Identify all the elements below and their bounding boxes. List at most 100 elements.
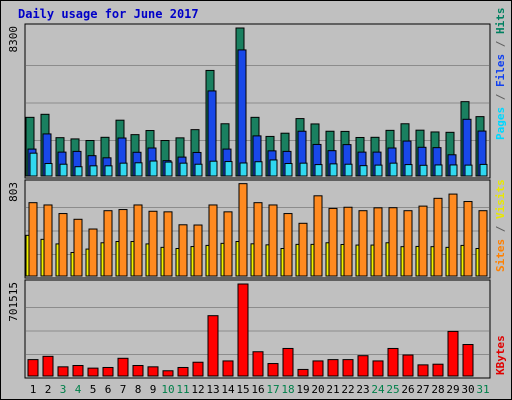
sites-bar <box>463 201 473 277</box>
kbytes-bar <box>432 363 444 377</box>
day-label: 6 <box>105 383 112 396</box>
sites-bar <box>193 224 203 277</box>
day-label: 7 <box>120 383 127 396</box>
y-axis-max-label: 8300 <box>7 26 20 53</box>
sites-bar <box>28 202 38 277</box>
pages-bar <box>269 159 278 177</box>
day-label: 12 <box>191 383 204 396</box>
sites-bar <box>283 213 293 277</box>
chart-title: Daily usage for June 2017 <box>18 7 199 21</box>
kbytes-bar <box>237 283 249 377</box>
kbytes-bar <box>417 364 429 377</box>
legend-entry: Sites <box>494 239 507 272</box>
kbytes-bar <box>447 330 459 377</box>
pages-bar <box>344 163 353 177</box>
day-label: 10 <box>161 383 174 396</box>
pages-bar <box>179 162 188 177</box>
kbytes-bar <box>147 366 159 377</box>
pages-bar <box>239 162 248 177</box>
pages-bar <box>209 160 218 177</box>
sites-bar <box>343 206 353 277</box>
pages-bar <box>254 161 263 177</box>
legend-entry: Pages <box>494 107 507 140</box>
pages-bar <box>479 163 488 177</box>
pages-bar <box>449 164 458 177</box>
day-label: 16 <box>251 383 264 396</box>
sites-bar <box>73 218 83 277</box>
kbytes-bar <box>282 347 294 377</box>
pages-bar <box>149 160 158 177</box>
legend-entry: / <box>494 34 507 54</box>
legend-entry: Files <box>494 54 507 87</box>
sites-bar <box>58 213 68 277</box>
kbytes-bar <box>267 363 279 377</box>
pages-bar <box>29 152 38 177</box>
kbytes-bar <box>132 365 144 377</box>
sites-bar <box>238 183 248 277</box>
pages-bar <box>44 163 53 177</box>
day-label: 17 <box>266 383 279 396</box>
pages-bar <box>374 164 383 177</box>
pages-bar <box>419 164 428 177</box>
day-label: 26 <box>401 383 414 396</box>
kbytes-bar <box>72 365 84 377</box>
sites-bar <box>328 207 338 277</box>
day-label: 23 <box>356 383 369 396</box>
kbytes-bar <box>372 360 384 377</box>
kbytes-bar <box>27 359 39 377</box>
day-label: 8 <box>135 383 142 396</box>
sites-bar <box>418 205 428 277</box>
legend-entry: Hits <box>494 8 507 35</box>
kbytes-bar <box>207 315 219 377</box>
sites-bar <box>268 204 278 277</box>
day-label: 9 <box>150 383 157 396</box>
day-label: 25 <box>386 383 399 396</box>
sites-bar <box>448 193 458 277</box>
pages-bar <box>284 163 293 177</box>
day-label: 19 <box>296 383 309 396</box>
pages-bar <box>389 162 398 177</box>
day-label: 14 <box>221 383 235 396</box>
kbytes-bar <box>387 347 399 377</box>
sites-bar <box>433 197 443 277</box>
kbytes-bar <box>162 370 174 377</box>
sites-bar <box>43 204 53 277</box>
day-label: 5 <box>90 383 97 396</box>
kbytes-bar <box>87 367 99 377</box>
kbytes-bar <box>117 357 129 377</box>
sites-bar <box>163 211 173 277</box>
legend-entry: Visits <box>494 179 507 219</box>
sites-bar <box>298 222 308 277</box>
kbytes-bar <box>177 366 189 377</box>
sites-bar <box>223 211 233 277</box>
legend-entry: / <box>494 87 507 107</box>
sites-bar <box>373 207 383 277</box>
pages-bar <box>314 164 323 177</box>
pages-bar <box>119 162 128 177</box>
sites-bar <box>313 195 323 277</box>
legend-entry: / <box>494 219 507 239</box>
kbytes-bar <box>402 354 414 377</box>
day-label: 21 <box>326 383 339 396</box>
pages-bar <box>74 166 83 177</box>
day-label: 4 <box>75 383 82 396</box>
y-axis-max-label: 803 <box>7 182 20 202</box>
kbytes-bar <box>357 355 369 377</box>
legend-top: Pages / Files / Hits <box>494 8 507 141</box>
pages-bar <box>359 165 368 177</box>
kbytes-bar <box>42 355 54 377</box>
sites-bar <box>478 210 488 277</box>
sites-bar <box>253 202 263 277</box>
kbytes-bar <box>222 360 234 377</box>
sites-bar <box>133 204 143 277</box>
day-label: 30 <box>461 383 474 396</box>
pages-bar <box>404 164 413 177</box>
day-label: 20 <box>311 383 324 396</box>
pages-bar <box>134 162 143 177</box>
pages-bar <box>464 164 473 177</box>
kbytes-bar <box>57 366 69 377</box>
pages-bar <box>194 163 203 177</box>
sites-bar <box>118 209 128 277</box>
sites-bar <box>103 210 113 277</box>
